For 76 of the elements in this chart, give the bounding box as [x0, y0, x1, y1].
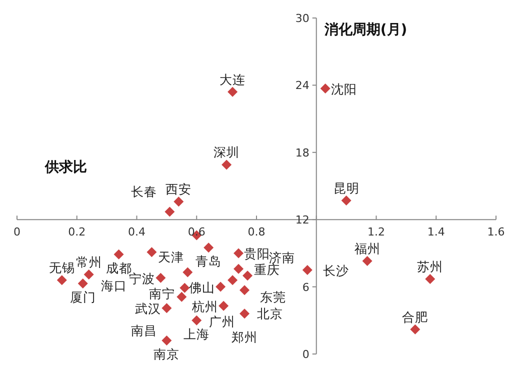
annotation: 武汉	[135, 301, 162, 316]
annotation: 西安	[166, 182, 192, 197]
point	[146, 247, 157, 258]
point	[162, 303, 172, 314]
point	[84, 269, 94, 280]
x-tick-label: 1.4	[427, 226, 445, 239]
x-tick-label: 0.2	[68, 226, 86, 239]
point	[222, 160, 232, 170]
annotation: 郑州	[232, 330, 258, 345]
annotation: 长沙	[322, 263, 349, 278]
point	[174, 196, 184, 207]
point	[180, 282, 190, 293]
point	[182, 267, 193, 278]
x-tick-label: 0.6	[188, 226, 206, 239]
point	[425, 274, 436, 284]
annotation: 广州	[209, 314, 236, 329]
point	[362, 256, 372, 266]
point	[78, 278, 88, 288]
point	[240, 308, 250, 319]
annotation: 杭州	[191, 298, 218, 314]
point	[56, 275, 67, 286]
annotation: 南宁	[149, 286, 176, 302]
point	[242, 270, 253, 281]
point	[410, 324, 420, 334]
x-tick-label: 0	[14, 226, 20, 239]
annotation: 厦门	[70, 289, 96, 304]
annotation: 南京	[154, 346, 180, 362]
point	[192, 315, 202, 326]
y-tick-label: 0	[302, 348, 310, 361]
y-tick-label: 30	[295, 12, 310, 25]
annotation: 佛山	[189, 280, 216, 295]
point	[218, 300, 229, 311]
annotation: 成都	[106, 260, 132, 276]
point	[228, 275, 238, 286]
annotation: 深圳	[214, 144, 240, 160]
point	[114, 249, 124, 260]
y-tick-label: 18	[295, 146, 310, 160]
point	[156, 272, 166, 283]
y-axis-title: 消化周期(月)	[323, 22, 408, 38]
annotation: 福州	[354, 241, 380, 256]
point	[228, 86, 238, 97]
x-tick-label: 1.6	[487, 226, 505, 239]
point	[204, 242, 214, 253]
annotation: 无锡	[48, 260, 75, 276]
y-tick-label: 6	[302, 280, 310, 294]
point	[234, 264, 244, 274]
y-tick-label: 24	[295, 79, 310, 92]
point	[162, 336, 172, 346]
annotation: 南昌	[131, 322, 158, 338]
point	[320, 84, 330, 94]
point	[234, 248, 244, 258]
x-tick-label: 0.4	[128, 226, 146, 239]
annotation: 北京	[257, 306, 284, 322]
point	[302, 265, 312, 275]
annotation: 昆明	[333, 180, 360, 196]
annotation: 上海	[184, 326, 210, 342]
annotation: 合肥	[402, 309, 428, 324]
annotation: 沈阳	[330, 82, 357, 97]
point	[164, 206, 175, 217]
annotation: 天津	[158, 249, 184, 264]
annotation: 贵阳	[244, 246, 270, 262]
point	[176, 292, 187, 302]
annotation: 长春	[131, 184, 158, 199]
annotation: 常州	[76, 254, 102, 270]
point	[216, 282, 226, 292]
point	[240, 285, 250, 296]
annotation: 苏州	[417, 258, 444, 274]
annotation: 济南	[269, 250, 296, 266]
x-tick-label: 0.8	[248, 226, 266, 239]
annotation: 青岛	[196, 254, 222, 269]
point	[341, 196, 352, 206]
annotation: 大连	[220, 72, 246, 87]
x-tick-label: 1.2	[368, 226, 385, 239]
annotation: 东莞	[260, 290, 286, 305]
x-axis-title: 供求比	[44, 160, 87, 176]
annotation: 海口	[101, 278, 128, 294]
